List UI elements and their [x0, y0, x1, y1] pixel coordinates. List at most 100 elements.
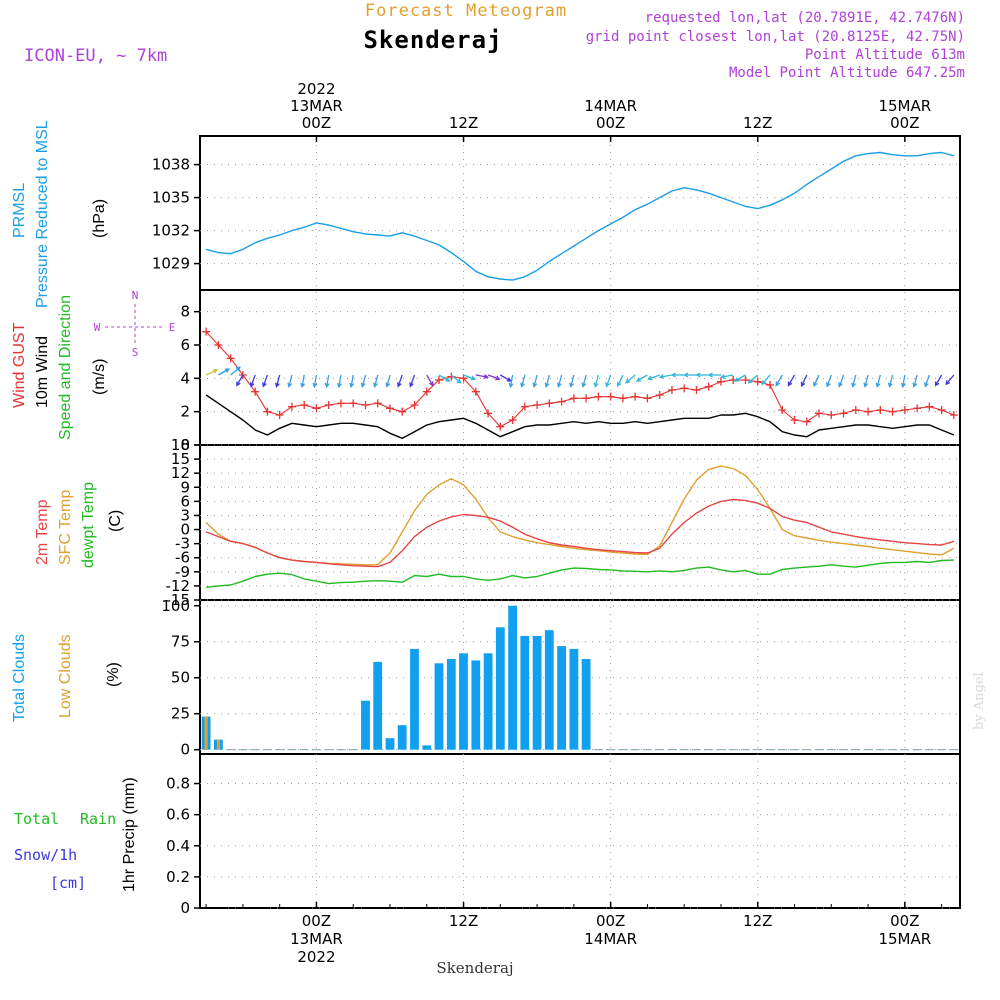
gust-marker: [386, 404, 394, 413]
wind-arrow-head: [396, 382, 402, 388]
wind-arrow: [924, 374, 930, 387]
total-cloud-bar: [483, 653, 493, 750]
wind-arrow: [594, 374, 600, 387]
gust-marker: [435, 376, 444, 384]
wind-arrow-head: [520, 382, 525, 388]
wind-arrow-head: [825, 382, 831, 388]
gust-marker: [631, 392, 640, 401]
gust-marker: [790, 416, 799, 424]
temperature-ytick-label: -15: [166, 591, 191, 609]
gust-marker: [802, 417, 811, 426]
gust-marker: [888, 407, 897, 416]
gust-marker: [925, 402, 934, 411]
wind-arrow-head: [312, 382, 318, 389]
wind-arrow-head: [349, 382, 355, 389]
sfc-label: SFC Temp: [57, 490, 74, 565]
wind-arrow-head: [647, 375, 653, 381]
wind-arrow: [935, 374, 943, 386]
wind-arrow-head: [900, 382, 906, 389]
gust-marker: [324, 401, 333, 409]
total-cloud-bar: [508, 605, 517, 750]
total-cloud-bar: [373, 661, 383, 750]
gust-marker: [839, 409, 848, 418]
low-cloud-bar: [216, 739, 220, 750]
wind-arrow-head: [775, 381, 781, 387]
gust-marker: [704, 382, 713, 391]
wind-arrow: [499, 374, 512, 382]
wind-speed-line: [205, 394, 955, 439]
total-cloud-bar: [361, 700, 370, 750]
sfc-temp-line: [205, 465, 955, 566]
dewpt-line: [206, 559, 954, 588]
wind-arrow: [533, 374, 538, 387]
gust-marker: [520, 402, 529, 411]
wind-arrow: [409, 374, 416, 387]
wind-arrow-head: [720, 374, 726, 380]
wind-arrow: [438, 374, 450, 382]
wind-arrow-head: [624, 378, 631, 384]
compass-n: N: [132, 289, 139, 302]
wind-arrow-head: [274, 382, 280, 388]
wind-arrow-head: [445, 377, 451, 382]
gust-marker: [533, 401, 542, 409]
wind-arrow-head: [236, 381, 241, 387]
low-clouds-label: Low Clouds: [57, 634, 74, 718]
gust-marker: [202, 327, 211, 336]
gust-marker: [300, 401, 309, 409]
wind-arrow-head: [544, 382, 550, 388]
top-time-label: 13MAR: [290, 97, 343, 115]
wind-label: 10m Wind: [34, 336, 51, 408]
footer-location: Skenderaj: [436, 959, 513, 977]
wind-arrow-head: [593, 382, 599, 388]
wind-arrow: [463, 374, 476, 380]
precip-ytick-label: 0.2: [166, 868, 190, 886]
wind-panel: [199, 289, 961, 446]
gust-marker: [827, 411, 836, 419]
wind-ytick-label: 2: [180, 403, 190, 421]
gust-marker: [606, 392, 615, 401]
wind-arrow: [721, 374, 734, 378]
wind-arrow-head: [409, 382, 414, 388]
temperature-ytick-label: -9: [175, 563, 190, 581]
model-altitude: Model Point Altitude 647.25m: [729, 65, 965, 81]
wind-arrow-head: [506, 377, 512, 382]
wind-arrow: [475, 374, 488, 378]
gust-marker: [815, 409, 824, 418]
total-cloud-bar: [569, 648, 579, 750]
grid-layer: [200, 138, 960, 909]
wind-arrow-head: [360, 382, 366, 388]
wind-arrow: [838, 374, 845, 387]
wind-arrow-head: [733, 377, 740, 382]
wind-arrow-head: [508, 382, 514, 389]
location-title: Skenderaj: [363, 26, 502, 54]
clouds-ytick-label: 0: [180, 741, 190, 759]
gust-marker: [349, 399, 358, 408]
gust-marker: [643, 394, 652, 403]
top-time-label: 15MAR: [878, 97, 931, 115]
wind-arrow-head: [934, 381, 940, 387]
clouds-ytick-label: 25: [171, 705, 190, 723]
pressure-label-1: PRMSL: [11, 183, 28, 238]
wind-arrow-head: [605, 382, 610, 388]
clouds-ytick-label: 75: [171, 633, 190, 651]
total-cloud-bar: [471, 660, 481, 750]
dewpt-label: dewpt Temp: [80, 482, 97, 568]
pressure-label-2: Pressure Reduced to MSL: [34, 120, 51, 308]
bottom-time-label: 14MAR: [584, 930, 637, 948]
wind-arrow: [218, 368, 230, 376]
wind-arrow: [625, 374, 636, 384]
total-cloud-bar: [557, 646, 566, 750]
wind-arrow-head: [912, 382, 918, 388]
bottom-time-label: 00Z: [302, 912, 331, 930]
total-cloud-bar: [434, 663, 444, 750]
wind-arrow-head: [262, 382, 267, 388]
wind-arrow-head: [483, 374, 489, 380]
wind-arrow: [864, 374, 869, 387]
wind-arrow-head: [324, 382, 330, 389]
top-time-label: 00Z: [302, 114, 331, 132]
total-cloud-bar: [397, 725, 407, 750]
wind-arrow: [826, 374, 832, 387]
bottom-time-label: 12Z: [743, 912, 772, 930]
precip-ytick-label: 0: [180, 899, 190, 917]
